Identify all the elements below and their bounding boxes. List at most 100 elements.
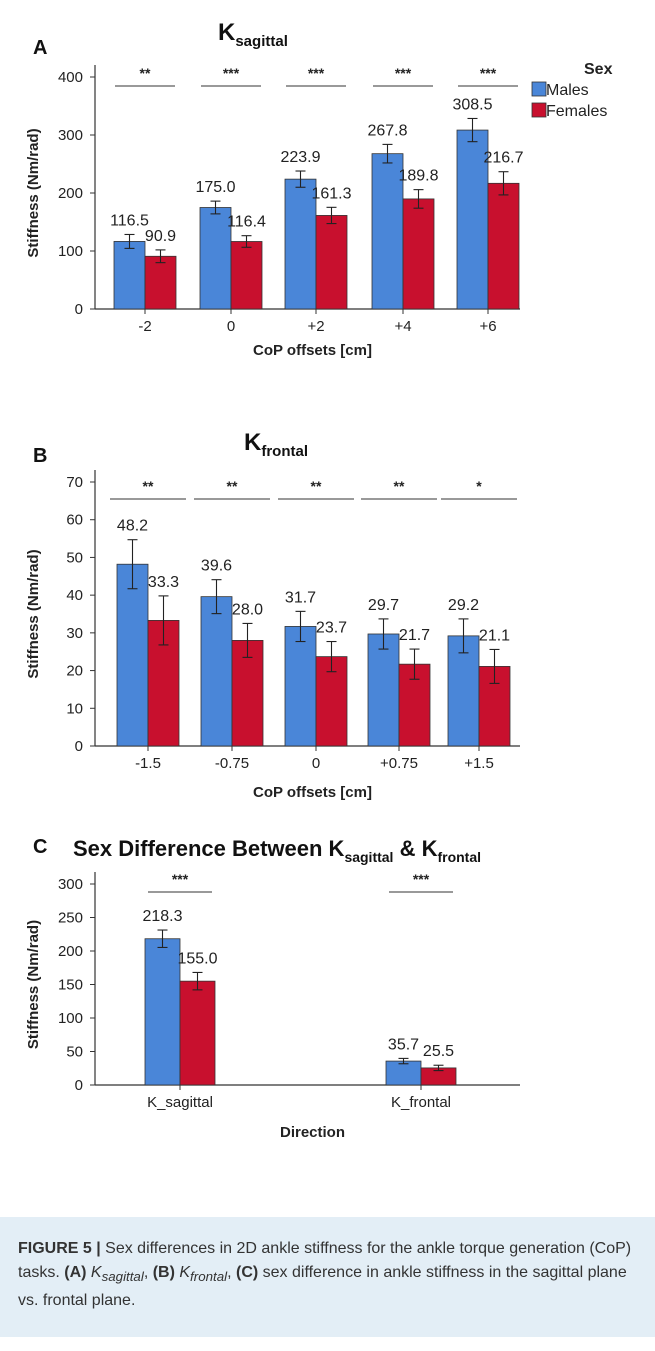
figure-canvas: A Ksagittal Sex Males Females 0100200300… [25,19,613,1141]
panel-b-significance-label: ** [311,478,322,494]
caption-a-main: K [86,1264,102,1281]
panel-c-value-label: 218.3 [142,908,182,925]
panel-b-significance-label: ** [143,478,154,494]
panel-a-significance-label: *** [480,65,497,81]
panel-c-value-label: 35.7 [388,1036,419,1053]
panel-b-x-tick-label: -0.75 [215,755,249,772]
panel-c-plot: 0 50 100 150 200 250 300 Stiffness (Nm/rad) Dire… [25,871,520,1141]
legend-label-males: Males [546,82,589,99]
panel-c-bar-males [385,1060,422,1086]
legend-label-females: Females [546,103,607,120]
panel-b-title: Kfrontal [244,429,308,460]
panel-b-y-tick-label: 10 [66,700,83,717]
panel-c-y-tick-label: 100 [58,1010,83,1027]
panel-b-bar-males [367,633,400,747]
panel-c-title: Sex Difference Between Ksagittal & Kfron… [73,836,481,865]
panel-b-y-tick-label: 60 [66,512,83,529]
panel-a-x-tick-label: +4 [394,318,411,335]
panel-a-y-tick-label: 200 [58,185,83,202]
caption-c-text: sex difference in ankle stiffness in the… [18,1264,627,1310]
panel-b-letter: B [33,445,47,467]
panel-a-significance-label: *** [308,65,325,81]
panel-c-x-tick-label: K_frontal [391,1094,451,1111]
panel-b-bar-males [447,635,480,747]
panel-a-bar-females [402,198,435,310]
panel-b-significance-label: ** [394,478,405,494]
caption-label: FIGURE 5 | [18,1240,101,1257]
panel-c-x-tick-label: K_sagittal [147,1094,213,1111]
panel-a-y-tick-label: 100 [58,243,83,260]
caption-c-label: (C) [235,1264,259,1281]
panel-b-bar-males [116,563,149,747]
figure-caption: FIGURE 5 | Sex differences in 2D ankle s… [0,1217,655,1337]
panel-c-y-tick-label: 300 [58,876,83,893]
panel-a-bar-females [487,182,520,310]
panel-a-value-label: 267.8 [367,122,407,139]
panel-c-y-tick-label: 200 [58,943,83,960]
caption-a-sub: sagittal [101,1269,144,1285]
panel-c-value-label: 155.0 [177,950,217,967]
panel-a-bar-males [456,129,489,310]
panel-b-value-label: 48.2 [117,518,148,535]
panel-a-x-label: CoP offsets [cm] [253,342,372,359]
panel-b-x-label: CoP offsets [cm] [253,784,372,801]
panel-a-value-label: 223.9 [280,149,320,166]
panel-a-significance-label: *** [223,65,240,81]
panel-c-y-tick-label: 150 [58,977,83,994]
panel-c-y-tick-label: 0 [75,1077,83,1094]
panel-c-bar-males [144,938,181,1086]
panel-b-y-tick-label: 20 [66,663,83,680]
panel-a-value-label: 216.7 [483,150,523,167]
panel-b-y-label: Stiffness (Nm/rad) [25,549,42,678]
panel-a-bar-females [230,241,263,310]
panel-b-value-label: 29.2 [448,597,479,614]
panel-a-value-label: 90.9 [145,228,176,245]
panel-b-value-label: 31.7 [285,589,316,606]
panel-c-bar-females [179,980,216,1086]
panel-a-title: Ksagittal [218,19,288,50]
panel-a-value-label: 189.8 [398,168,438,185]
panel-a-bar-males [199,207,232,310]
panel-b-value-label: 23.7 [316,620,347,637]
panel-a-bar-females [144,255,177,310]
panel-c-letter: C [33,836,47,858]
panel-a-letter: A [33,37,47,59]
panel-b-plot: 0 10 20 30 40 50 60 70 Stiffness (Nm/rad) CoP off… [25,470,520,801]
caption-b-main: K [174,1264,191,1281]
panel-a-y-tick-label: 300 [58,127,83,144]
caption-text: Sex differences in 2D ankle stiffness fo… [18,1240,632,1281]
panel-a-x-tick-label: +6 [479,318,496,335]
legend: Sex Males Females [531,61,613,120]
panel-b-value-label: 39.6 [201,558,232,575]
panel-a-significance-label: *** [395,65,412,81]
panel-b-significance-label: * [476,478,482,494]
caption-b-label: (B) [152,1264,175,1281]
panel-b-y-tick-label: 40 [66,587,83,604]
panel-b-bar-females [231,640,264,747]
panel-b-x-tick-label: -1.5 [135,755,161,772]
caption-sep1: , [143,1264,153,1281]
panel-a-bar-males [113,241,146,310]
caption-b-sub: frontal [190,1269,228,1285]
caption-sep2: , [227,1264,236,1281]
panel-a-y-tick-label: 0 [75,301,83,318]
panel-a-value-label: 116.4 [227,214,266,231]
legend-title: Sex [584,61,613,78]
panel-c-y-tick-label: 50 [66,1044,83,1061]
panel-b-y-tick-label: 70 [66,474,83,491]
panel-b-value-label: 21.1 [479,627,510,644]
panel-a-y-label: Stiffness (Nm/rad) [25,128,42,257]
panel-a-bar-males [371,153,404,310]
panel-c-x-label: Direction [280,1124,345,1141]
panel-b-value-label: 33.3 [148,574,179,591]
panel-b-y-tick-label: 0 [75,738,83,755]
legend-swatch-females [531,102,547,118]
panel-b-significance-label: ** [227,478,238,494]
panel-c-y-label: Stiffness (Nm/rad) [25,920,42,1049]
panel-a-value-label: 175.0 [195,179,235,196]
panel-a-value-label: 116.5 [110,212,149,229]
caption-a-label: (A) [64,1264,87,1281]
panel-a-bar-males [284,178,317,310]
panel-a-bar-females [315,215,348,310]
panel-a-value-label: 161.3 [311,185,351,202]
